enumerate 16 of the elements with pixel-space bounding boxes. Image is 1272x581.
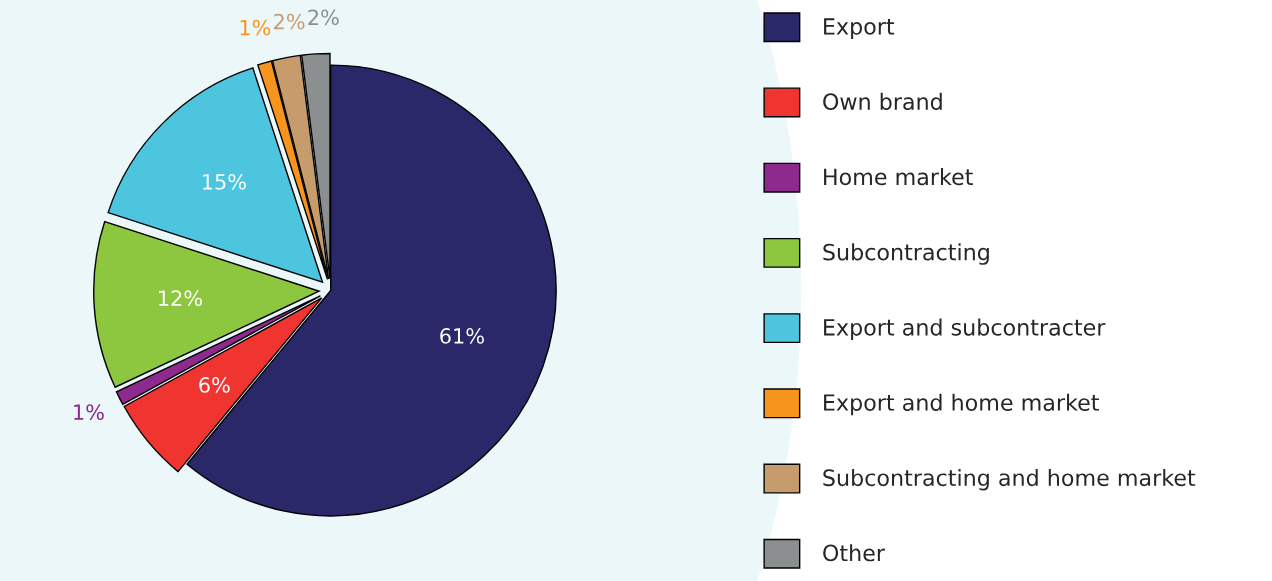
data-label: 6% <box>199 377 230 393</box>
legend-label: Export and subcontracter <box>824 318 1106 341</box>
data-label: 2% <box>274 13 305 30</box>
legend-label: Home market <box>824 168 973 186</box>
legend-label: Subcontracting and home market <box>823 468 1196 491</box>
data-label: 12% <box>159 290 202 307</box>
data-label: 2% <box>308 9 339 26</box>
legend-label: Own brand <box>823 92 942 111</box>
legend-label: Other <box>823 544 885 562</box>
legend-label: Export and home market <box>824 393 1099 416</box>
data-label: 15% <box>203 173 246 190</box>
data-label: 61% <box>440 328 484 344</box>
legend-label: Subcontracting <box>823 243 989 265</box>
data-label: 1% <box>240 19 271 36</box>
legend-label: Export <box>824 18 895 40</box>
data-label: 1% <box>74 404 104 420</box>
